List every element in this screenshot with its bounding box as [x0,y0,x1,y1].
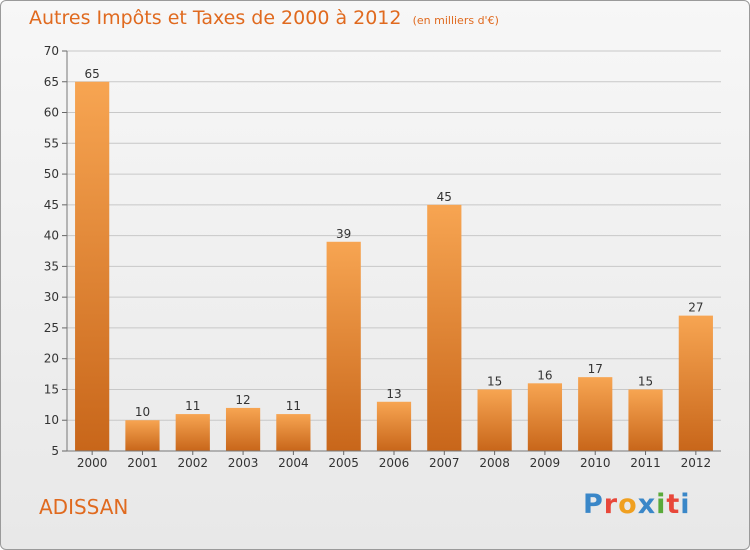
y-tick-label: 25 [44,321,59,335]
bar-2008 [477,389,512,451]
bar-2010 [578,377,613,451]
y-tick-label: 10 [44,413,59,427]
logo-letter: i [680,489,691,520]
bar-2004 [276,414,311,451]
axis-layer: 5 10 15 20 25 30 35 40 45 50 55 60 65 70 2000 2001 2002 2… [44,44,721,470]
y-tick-label: 5 [51,444,59,458]
bar-2005 [326,241,361,451]
bar-2006 [376,401,412,451]
x-tick-label: 2008 [479,456,510,470]
x-tick-label: 2009 [530,456,561,470]
chart-subtitle: (en milliers d'€) [412,14,499,27]
bar-2002 [175,414,210,451]
y-tick-label: 35 [44,259,59,273]
logo-letter: P [583,489,604,520]
proxiti-logo: Proxiti [583,489,691,520]
bar-2009 [527,383,563,451]
bar-value-label: 12 [235,393,250,407]
y-tick-label: 40 [44,229,59,243]
x-tick-label: 2000 [77,456,108,470]
bar-value-label: 45 [437,190,452,204]
bar-value-label: 11 [286,399,301,413]
logo-letter: x [637,489,657,520]
x-tick-label: 2011 [630,456,661,470]
y-tick-label: 45 [44,198,59,212]
y-tick-label: 55 [44,136,59,150]
bar-value-label: 65 [85,67,100,81]
y-tick-label: 65 [44,75,59,89]
logo-letter: i [656,489,667,520]
commune-name: ADISSAN [39,495,129,519]
y-tick-label: 20 [44,352,59,366]
logo-letter: r [603,489,619,520]
logo-letter: o [618,489,638,520]
y-tick-label: 50 [44,167,59,181]
x-tick-label: 2002 [177,456,208,470]
bar-value-label: 15 [487,374,502,388]
x-tick-label: 2007 [429,456,460,470]
bar-2000 [75,81,110,452]
bar-value-label: 27 [688,301,703,315]
bar-2012 [678,315,713,451]
x-tick-label: 2005 [328,456,359,470]
bar-value-label: 11 [185,399,200,413]
bar-value-label: 39 [336,227,351,241]
x-tick-label: 2004 [278,456,309,470]
bar-value-label: 15 [638,374,653,388]
bars-layer: 65 10 11 12 11 39 13 45 15 16 17 15 27 [75,67,713,452]
title-line: Autres Impôts et Taxes de 2000 à 2012 (e… [29,7,499,29]
bar-2003 [225,407,261,451]
bar-value-label: 17 [588,362,603,376]
bar-value-label: 13 [386,387,401,401]
x-tick-label: 2006 [379,456,410,470]
y-tick-label: 15 [44,382,59,396]
bar-value-label: 16 [537,368,552,382]
logo-letter: t [666,489,681,520]
bar-2011 [628,389,663,451]
bar-2001 [125,420,160,451]
x-tick-label: 2012 [681,456,712,470]
chart-title: Autres Impôts et Taxes de 2000 à 2012 [29,7,402,29]
bar-2007 [427,204,462,451]
y-tick-label: 70 [44,44,59,58]
x-tick-label: 2003 [228,456,259,470]
x-tick-label: 2010 [580,456,611,470]
y-tick-label: 60 [44,106,59,120]
y-tick-label: 30 [44,290,59,304]
x-tick-label: 2001 [127,456,158,470]
bar-value-label: 10 [135,405,150,419]
